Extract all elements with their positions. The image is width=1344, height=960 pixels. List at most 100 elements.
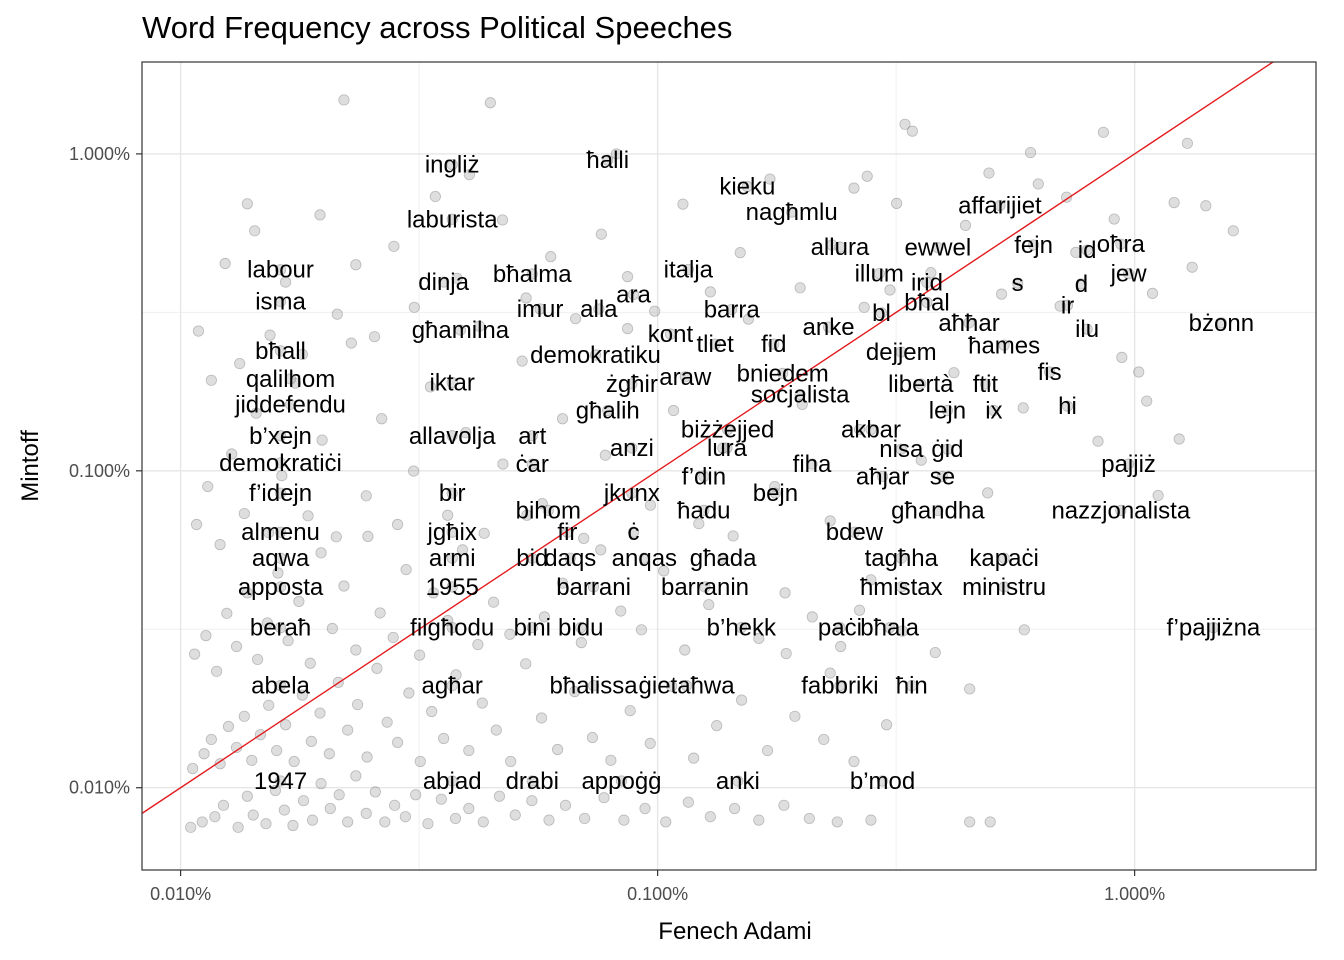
word-point xyxy=(941,404,954,417)
word-label: ewwel xyxy=(905,235,972,262)
word-label: almenu xyxy=(241,519,320,546)
word-label: għada xyxy=(690,545,757,572)
word-label: demokratiku xyxy=(530,342,661,369)
word-point xyxy=(644,737,656,749)
word-label: libertà xyxy=(888,371,954,398)
word-label: nisa xyxy=(879,436,924,463)
y-axis-ticks: 0.010% 0.100% 1.000% xyxy=(69,144,142,798)
word-point xyxy=(222,720,235,733)
word-point xyxy=(505,755,517,768)
y-tick-label: 0.010% xyxy=(69,778,130,798)
word-point xyxy=(333,789,345,801)
word-point xyxy=(345,337,357,349)
word-point xyxy=(595,228,607,240)
word-label: ġid xyxy=(931,436,963,463)
word-label: demokratiċi xyxy=(219,450,342,477)
word-point xyxy=(315,778,327,790)
word-label: ħmistax xyxy=(860,574,943,601)
word-point xyxy=(602,404,614,417)
word-label: soċjalista xyxy=(751,382,850,409)
word-point xyxy=(374,607,386,619)
word-label: ara xyxy=(616,282,651,309)
word-point xyxy=(284,398,297,411)
reference-line xyxy=(141,61,1274,814)
word-point xyxy=(388,240,400,252)
word-point xyxy=(408,301,420,313)
word-point xyxy=(984,816,996,828)
word-point xyxy=(834,241,846,253)
word-label: akbar xyxy=(841,417,901,444)
word-label: bihom xyxy=(516,497,581,524)
word-label: kont xyxy=(648,321,694,348)
word-label: irid xyxy=(911,269,943,296)
word-point xyxy=(427,587,440,599)
word-point xyxy=(376,413,388,425)
word-point xyxy=(1027,239,1040,251)
word-point xyxy=(521,509,533,521)
word-point xyxy=(304,657,316,669)
word-point xyxy=(463,802,475,815)
word-label: b’mod xyxy=(850,768,915,795)
word-point xyxy=(192,325,205,337)
word-point xyxy=(261,617,273,629)
y-tick-label: 1.000% xyxy=(69,144,130,164)
word-point xyxy=(834,622,846,634)
word-label: abela xyxy=(251,673,310,700)
word-label: 1947 xyxy=(254,768,307,795)
word-point xyxy=(803,812,815,825)
word-label: dejjem xyxy=(866,339,937,366)
word-point xyxy=(350,644,362,656)
word-point xyxy=(627,526,640,538)
word-point xyxy=(835,640,847,653)
word-label: araw xyxy=(659,364,712,391)
word-point xyxy=(891,197,903,209)
word-label: ġietaħwa xyxy=(639,673,736,700)
word-point xyxy=(579,812,591,825)
word-point xyxy=(234,357,246,370)
word-point xyxy=(284,373,297,385)
word-point xyxy=(200,630,212,642)
word-point xyxy=(1017,402,1029,414)
word-point xyxy=(680,680,693,692)
word-point xyxy=(1115,504,1127,517)
word-point xyxy=(735,622,747,634)
word-label: anke xyxy=(803,314,855,341)
word-point xyxy=(446,622,458,634)
word-point xyxy=(338,94,350,106)
word-point xyxy=(615,775,628,787)
word-point xyxy=(880,719,893,731)
word-point xyxy=(761,744,774,757)
word-point xyxy=(698,470,710,483)
word-point xyxy=(399,811,412,823)
word-point xyxy=(209,811,221,823)
word-point xyxy=(666,680,678,692)
word-label: ħadu xyxy=(677,497,730,524)
word-point xyxy=(276,470,288,482)
word-point xyxy=(1092,435,1104,447)
word-point xyxy=(196,816,208,828)
word-point xyxy=(741,180,753,193)
word-point xyxy=(342,816,354,828)
word-point xyxy=(324,802,336,815)
word-point xyxy=(598,792,610,804)
x-axis-ticks: 0.010% 0.100% 1.000% xyxy=(150,870,1165,904)
word-label: jgħix xyxy=(427,519,477,546)
word-point xyxy=(387,631,399,644)
word-point xyxy=(205,733,217,746)
word-point xyxy=(644,499,657,511)
word-label: jiddefendu xyxy=(234,391,346,418)
word-point xyxy=(400,563,412,576)
word-point xyxy=(438,276,450,288)
word-point xyxy=(818,733,830,746)
word-label: aqwa xyxy=(252,545,310,572)
word-point xyxy=(602,154,614,166)
word-point xyxy=(703,599,715,611)
word-label: paċi xyxy=(818,615,862,642)
word-label: ix xyxy=(985,397,1002,424)
word-point xyxy=(610,148,623,160)
word-point xyxy=(316,434,328,446)
y-axis-title: Mintoff xyxy=(17,430,44,502)
word-point xyxy=(274,581,287,593)
word-point xyxy=(274,775,287,787)
word-point xyxy=(876,470,889,483)
